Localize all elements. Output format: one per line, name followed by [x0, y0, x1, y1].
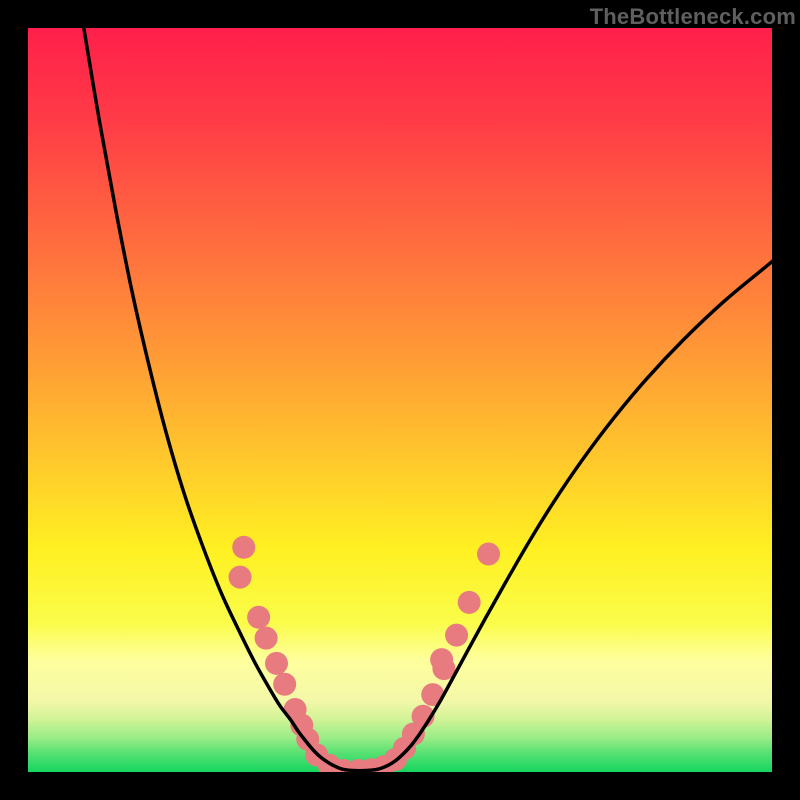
chart-frame: TheBottleneck.com [0, 0, 800, 800]
data-dot [247, 606, 270, 629]
data-dot [265, 652, 288, 675]
data-dot [255, 627, 278, 650]
data-dot [445, 624, 468, 647]
data-dot [229, 566, 252, 589]
chart-svg [28, 28, 772, 772]
data-dot [430, 648, 453, 671]
data-dot [273, 673, 296, 696]
gradient-background [28, 28, 772, 772]
data-dot [477, 543, 500, 566]
watermark-text: TheBottleneck.com [590, 4, 796, 30]
data-dot [458, 591, 481, 614]
plot-area [28, 28, 772, 772]
data-dot [232, 536, 255, 559]
